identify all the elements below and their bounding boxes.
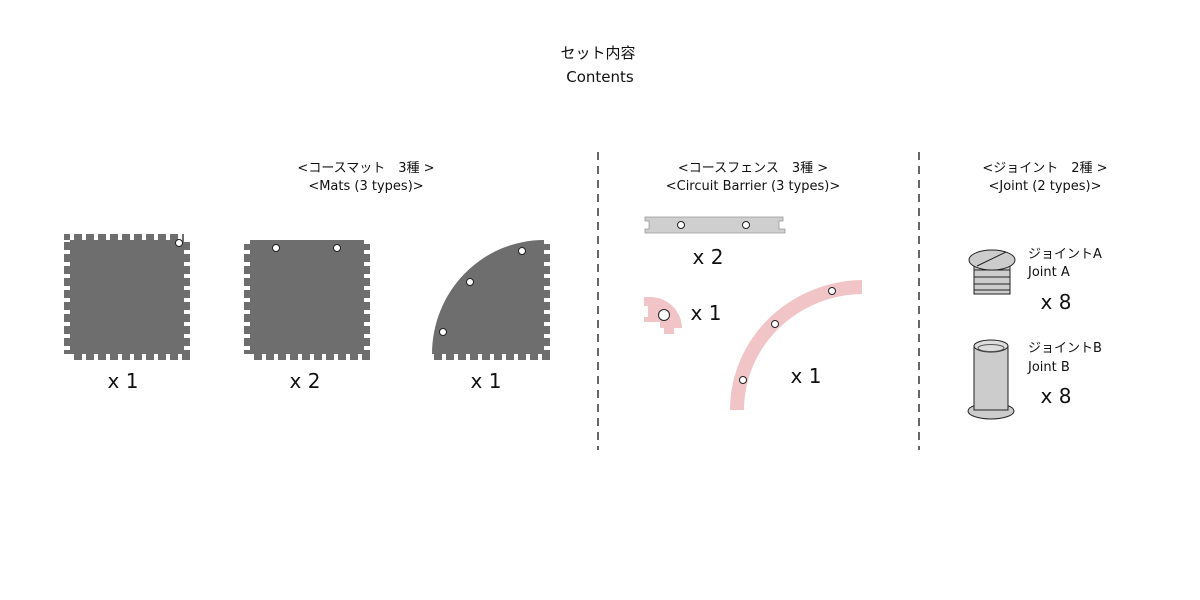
barrier-curve-qty: x 1 bbox=[791, 364, 822, 388]
joint-b-name-ja: ジョイントB bbox=[1028, 341, 1102, 356]
joint-header-en: <Joint (2 types)> bbox=[988, 179, 1101, 194]
hole bbox=[175, 239, 183, 247]
joint-a-icon bbox=[968, 249, 1016, 295]
barrier-curve bbox=[730, 280, 862, 410]
barrier-header-ja: <コースフェンス 3種 > bbox=[678, 160, 828, 176]
title-ja: セット内容 bbox=[560, 44, 635, 62]
mats-header-en: <Mats (3 types)> bbox=[308, 179, 423, 194]
joint-a-name-en: Joint A bbox=[1027, 265, 1070, 280]
barrier-corner-qty: x 1 bbox=[691, 301, 722, 325]
joint-header-ja: <ジョイント 2種 > bbox=[982, 160, 1107, 176]
joint-b-name-en: Joint B bbox=[1027, 360, 1070, 375]
mat-corner bbox=[64, 234, 190, 360]
mat-quarter-qty: x 1 bbox=[471, 369, 502, 393]
barrier-straight-qty: x 2 bbox=[693, 245, 724, 269]
title-en: Contents bbox=[566, 68, 634, 86]
mat-corner-qty: x 1 bbox=[108, 369, 139, 393]
joint-b-icon bbox=[967, 339, 1015, 420]
barrier-corner bbox=[644, 297, 682, 334]
barrier-header-en: <Circuit Barrier (3 types)> bbox=[666, 179, 841, 194]
mat-edge-qty: x 2 bbox=[290, 369, 321, 393]
mat-edge bbox=[244, 240, 370, 360]
joint-a-qty: x 8 bbox=[1041, 290, 1072, 314]
mat-quarter-curve bbox=[432, 240, 550, 360]
joint-a-name-ja: ジョイントA bbox=[1028, 247, 1102, 262]
mats-header-ja: <コースマット 3種 > bbox=[297, 160, 434, 176]
joint-b-qty: x 8 bbox=[1041, 384, 1072, 408]
barrier-straight bbox=[644, 216, 786, 234]
